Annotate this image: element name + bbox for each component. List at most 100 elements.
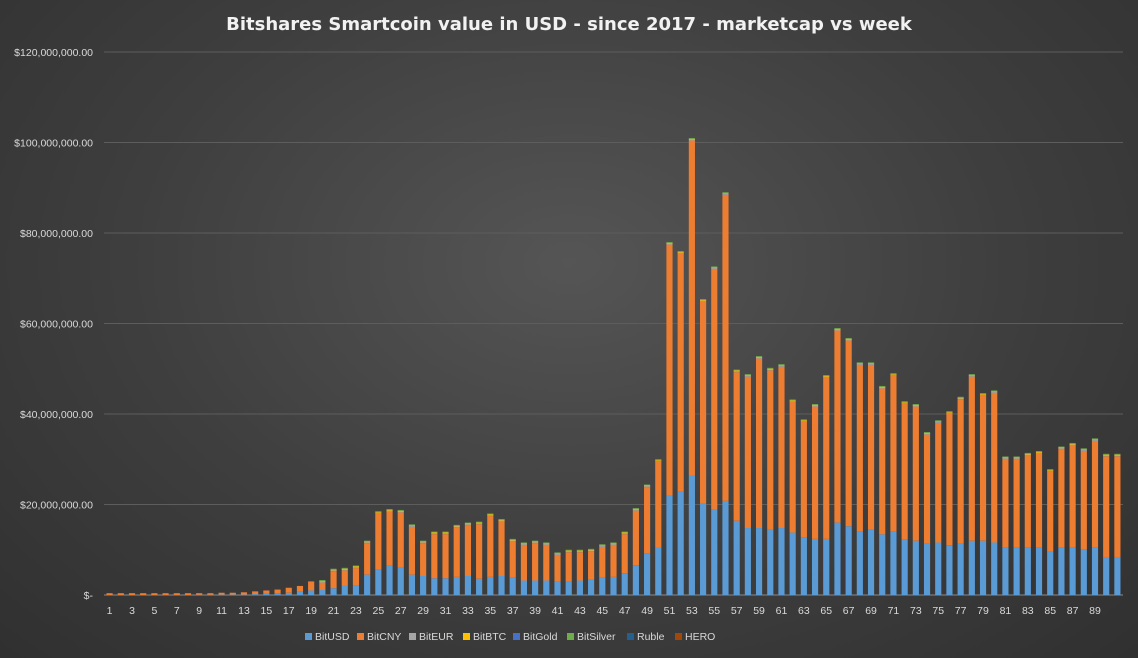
x-tick-label: 13 — [238, 605, 250, 617]
bar-biteur — [655, 460, 662, 462]
bar-bitusd — [599, 577, 606, 595]
bar-bitcny — [811, 406, 819, 539]
bar-bitcny — [957, 399, 964, 544]
bar-bitsilver — [867, 362, 875, 364]
bar-biteur — [464, 524, 472, 526]
bar-bitbtc — [1024, 453, 1031, 455]
bar-biteur — [1002, 458, 1009, 460]
bar-bitbtc — [341, 568, 348, 570]
x-tick-label: 3 — [129, 605, 135, 617]
bar-bitsilver — [330, 568, 337, 570]
bar-bitbtc — [1103, 454, 1110, 456]
bar-bitsilver — [655, 459, 662, 461]
bar-biteur — [375, 512, 382, 514]
bar-bitcny — [879, 388, 886, 535]
bar-bitbtc — [576, 550, 583, 552]
bar-bitbtc — [778, 365, 785, 366]
bar-bitsilver — [1024, 452, 1031, 454]
bar-bitusd — [252, 594, 259, 595]
bar-bitusd — [890, 531, 897, 595]
bar-bitcny — [364, 543, 371, 575]
bar-bitsilver — [588, 548, 595, 550]
y-tick-label: $80,000,000.00 — [20, 228, 93, 240]
bar-bitusd — [397, 567, 404, 595]
bar-bitusd — [1103, 556, 1110, 595]
bar-bitcny — [240, 592, 248, 595]
bar-bitcny — [1114, 456, 1121, 557]
x-tick-label: 59 — [753, 605, 765, 617]
bar-bitcny — [1002, 459, 1009, 548]
bar-bitsilver — [576, 549, 583, 551]
bar-bitbtc — [644, 485, 651, 487]
bar-bitcny — [901, 403, 908, 540]
bar-bitbtc — [1069, 443, 1076, 445]
x-tick-label: 41 — [552, 605, 564, 617]
bar-bitbtc — [364, 541, 371, 543]
bar-bitcny — [196, 593, 203, 595]
bar-bitbtc — [901, 402, 908, 403]
bar-bitbtc — [823, 375, 830, 377]
bar-biteur — [1069, 444, 1076, 446]
bar-biteur — [1091, 440, 1099, 441]
legend-swatch — [357, 633, 364, 640]
bar-biteur — [431, 533, 438, 535]
bar-biteur — [1058, 448, 1065, 450]
bar-bitcny — [789, 402, 796, 533]
bar-bitusd — [565, 581, 572, 595]
bar-bitbtc — [599, 545, 606, 546]
bar-bitbtc — [352, 566, 360, 568]
bar-biteur — [767, 369, 774, 371]
bar-bitcny — [296, 585, 304, 592]
bar-bitsilver — [554, 552, 561, 554]
bar-bitcny — [543, 544, 550, 581]
x-tick-label: 49 — [641, 605, 653, 617]
bar-biteur — [923, 433, 931, 435]
x-tick-label: 1 — [107, 605, 113, 617]
bar-bitcny — [274, 589, 281, 594]
x-tick-label: 89 — [1089, 605, 1101, 617]
bar-bitcny — [319, 582, 326, 591]
bar-bitsilver — [632, 508, 639, 509]
bar-bitusd — [1058, 547, 1065, 595]
bar-bitusd — [811, 538, 819, 595]
bar-bitsilver — [1047, 469, 1054, 471]
bar-bitusd — [621, 573, 628, 595]
bar-bitusd — [420, 575, 427, 595]
bar-bitbtc — [1058, 447, 1065, 449]
bar-bitusd — [375, 569, 382, 595]
bar-bitusd — [341, 585, 348, 595]
bar-biteur — [935, 421, 942, 423]
bar-bitbtc — [867, 363, 875, 365]
bar-biteur — [599, 545, 606, 547]
bar-bitsilver — [778, 364, 785, 366]
bar-bitsilver — [957, 396, 964, 398]
bar-biteur — [341, 569, 348, 571]
x-tick-label: 63 — [798, 605, 810, 617]
bar-bitbtc — [1002, 457, 1009, 459]
bar-bitusd — [498, 575, 505, 595]
bar-bitbtc — [946, 412, 953, 413]
bar-bitsilver — [856, 362, 863, 364]
bar-bitbtc — [711, 267, 718, 269]
bar-bitbtc — [845, 338, 852, 340]
bar-bitcny — [263, 590, 270, 594]
bar-bitsilver — [408, 524, 416, 526]
x-tick-label: 75 — [932, 605, 944, 617]
bar-bitbtc — [1035, 451, 1043, 453]
bar-bitsilver — [800, 419, 807, 421]
bar-bitcny — [442, 534, 449, 579]
bar-bitusd — [823, 538, 830, 595]
bar-biteur — [1047, 470, 1054, 472]
bar-biteur — [509, 540, 516, 542]
bar-bitbtc — [733, 370, 740, 372]
bar-bitusd — [386, 565, 393, 595]
bar-bitbtc — [935, 421, 942, 422]
bar-bitcny — [923, 434, 931, 544]
bar-bitsilver — [890, 373, 897, 375]
bar-bitusd — [1013, 547, 1020, 595]
bar-biteur — [408, 526, 416, 527]
bar-bitusd — [711, 509, 718, 595]
legend-label: BitGold — [523, 631, 558, 643]
bar-bitcny — [688, 140, 695, 476]
bar-bitcny — [935, 422, 942, 543]
